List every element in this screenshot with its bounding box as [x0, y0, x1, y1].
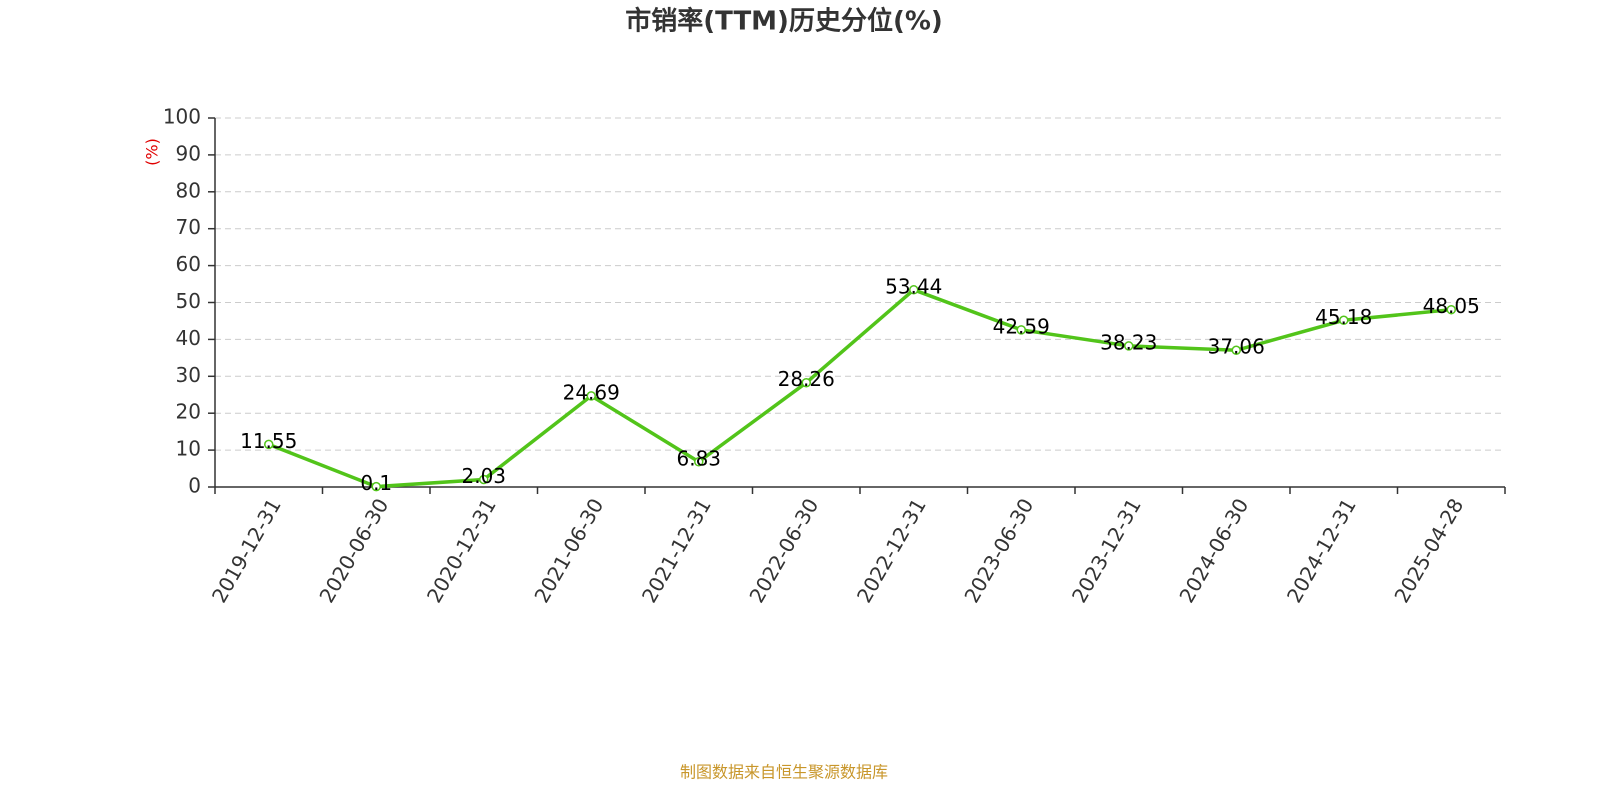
data-point: [1446, 304, 1456, 315]
x-tick-label: 2021-12-31: [637, 494, 716, 607]
y-tick-label: 10: [176, 437, 201, 461]
y-tick-label: 100: [163, 105, 201, 129]
x-tick-label: 2020-12-31: [422, 494, 501, 607]
data-label: 6.83: [676, 446, 721, 470]
data-point: [586, 391, 596, 401]
y-tick-label: 30: [176, 363, 201, 387]
y-tick-label: 0: [188, 474, 201, 498]
y-tick-label: 70: [176, 215, 201, 239]
data-label: 2.03: [461, 464, 506, 488]
data-label: 24.69: [563, 380, 620, 404]
y-tick-label: 80: [176, 178, 201, 202]
y-tick-label: 20: [176, 400, 201, 424]
data-point: [371, 481, 381, 492]
x-tick-label: 2024-06-30: [1174, 494, 1253, 607]
x-tick-label: 2021-06-30: [529, 494, 608, 607]
x-tick-label: 2022-12-31: [852, 494, 931, 607]
data-line: [268, 287, 1452, 489]
data-point: [1124, 341, 1134, 351]
x-tick-label: 2025-04-28: [1389, 494, 1468, 607]
data-label: 48.05: [1423, 294, 1480, 318]
data-point: [1016, 325, 1026, 335]
source-note: 制图数据来自恒生聚源数据库: [680, 763, 888, 782]
y-tick-label: 60: [176, 252, 201, 276]
data-point: [1231, 345, 1241, 355]
y-tick-label: 40: [176, 326, 201, 350]
data-label: 0.1: [360, 471, 392, 495]
data-label: 11.55: [240, 429, 297, 453]
x-tick-label: 2024-12-31: [1282, 494, 1361, 607]
data-point: [1339, 315, 1349, 326]
data-label: 42.59: [993, 314, 1050, 338]
chart-title: 市销率(TTM)历史分位(%): [625, 6, 943, 37]
data-point: [801, 377, 811, 388]
data-point: [264, 439, 274, 450]
data-point: [694, 457, 704, 467]
data-point: [909, 285, 919, 295]
x-tick-label: 2019-12-31: [207, 494, 286, 607]
data-label: 45.18: [1315, 305, 1372, 329]
data-label: 28.26: [778, 367, 835, 391]
data-point: [479, 474, 489, 485]
data-label: 53.44: [885, 274, 942, 298]
y-tick-label: 50: [176, 289, 201, 313]
data-label: 37.06: [1208, 335, 1265, 359]
y-axis-label: (%): [143, 138, 162, 166]
x-tick-label: 2023-12-31: [1067, 494, 1146, 607]
data-label: 38.23: [1100, 330, 1157, 354]
x-tick-label: 2022-06-30: [744, 494, 823, 607]
x-tick-label: 2023-06-30: [959, 494, 1038, 607]
x-tick-label: 2020-06-30: [314, 494, 393, 607]
y-tick-label: 90: [176, 141, 201, 165]
